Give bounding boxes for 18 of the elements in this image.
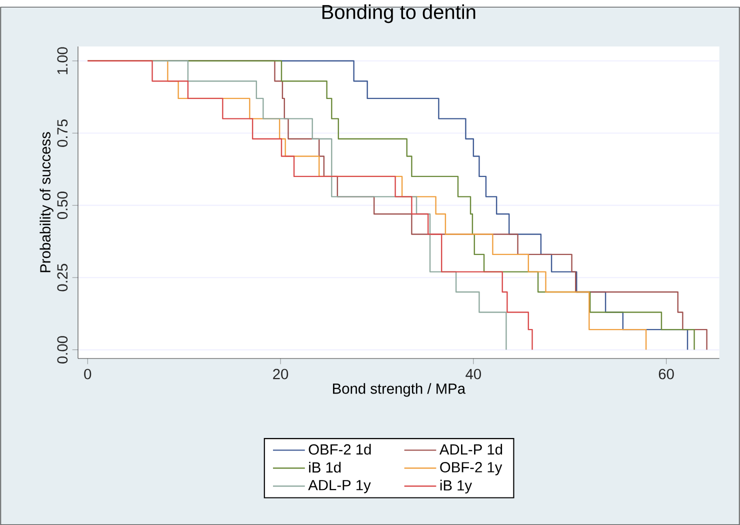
x-tick-label: 0: [84, 368, 92, 380]
legend-label: iB 1y: [440, 480, 472, 494]
legend-label: OBF-2 1y: [440, 462, 502, 476]
legend-label: iB 1d: [309, 462, 341, 472]
x-tick-label: 20: [273, 368, 288, 380]
y-axis-title: Probability of success: [40, 132, 54, 272]
legend-label: ADL-P 1y: [308, 480, 371, 493]
x-axis-title: Bond strength / MPa: [333, 382, 466, 396]
y-tick-label: 0.75: [57, 119, 68, 147]
x-tick-label: 60: [658, 368, 674, 380]
chart-title: Bonding to dentin: [322, 4, 476, 23]
y-tick-label: 0.50: [57, 191, 68, 219]
legend-label: OBF-2 1d: [308, 444, 371, 454]
y-tick-label: 1.00: [57, 46, 68, 74]
y-tick-label: 0.00: [57, 336, 68, 364]
y-tick-label: 0.25: [57, 264, 68, 292]
x-tick-label: 40: [466, 368, 481, 380]
legend-label: ADL-P 1d: [439, 444, 502, 454]
